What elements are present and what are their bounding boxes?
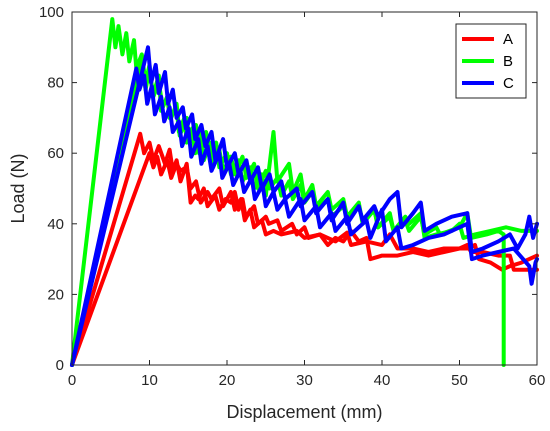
x-tick-label: 30 bbox=[296, 372, 313, 389]
x-tick-label: 40 bbox=[374, 372, 391, 389]
series-C-line-1 bbox=[70, 66, 539, 367]
y-tick-label: 100 bbox=[39, 4, 64, 21]
y-tick-label: 0 bbox=[56, 357, 64, 374]
y-tick-label: 80 bbox=[47, 75, 64, 92]
legend: ABC bbox=[455, 23, 527, 99]
x-tick-label: 10 bbox=[141, 372, 158, 389]
x-tick-label: 0 bbox=[68, 372, 76, 389]
legend-label-A: A bbox=[503, 31, 513, 48]
series-A-line-2 bbox=[70, 151, 539, 367]
y-tick-label: 40 bbox=[47, 216, 64, 233]
data-lines bbox=[70, 17, 539, 367]
y-tick-label: 60 bbox=[47, 145, 64, 162]
y-tick-label: 20 bbox=[47, 286, 64, 303]
x-tick-label: 20 bbox=[219, 372, 236, 389]
x-axis-title: Displacement (mm) bbox=[226, 402, 382, 422]
legend-label-B: B bbox=[503, 53, 513, 70]
series-C-line-2 bbox=[70, 45, 539, 367]
y-axis-title: Load (N) bbox=[8, 153, 28, 223]
legend-label-C: C bbox=[503, 75, 514, 92]
x-tick-label: 60 bbox=[529, 372, 546, 389]
ticks: 0 10 20 30 40 50 60 0 20 40 60 80 100 bbox=[39, 4, 545, 389]
x-tick-label: 50 bbox=[451, 372, 468, 389]
